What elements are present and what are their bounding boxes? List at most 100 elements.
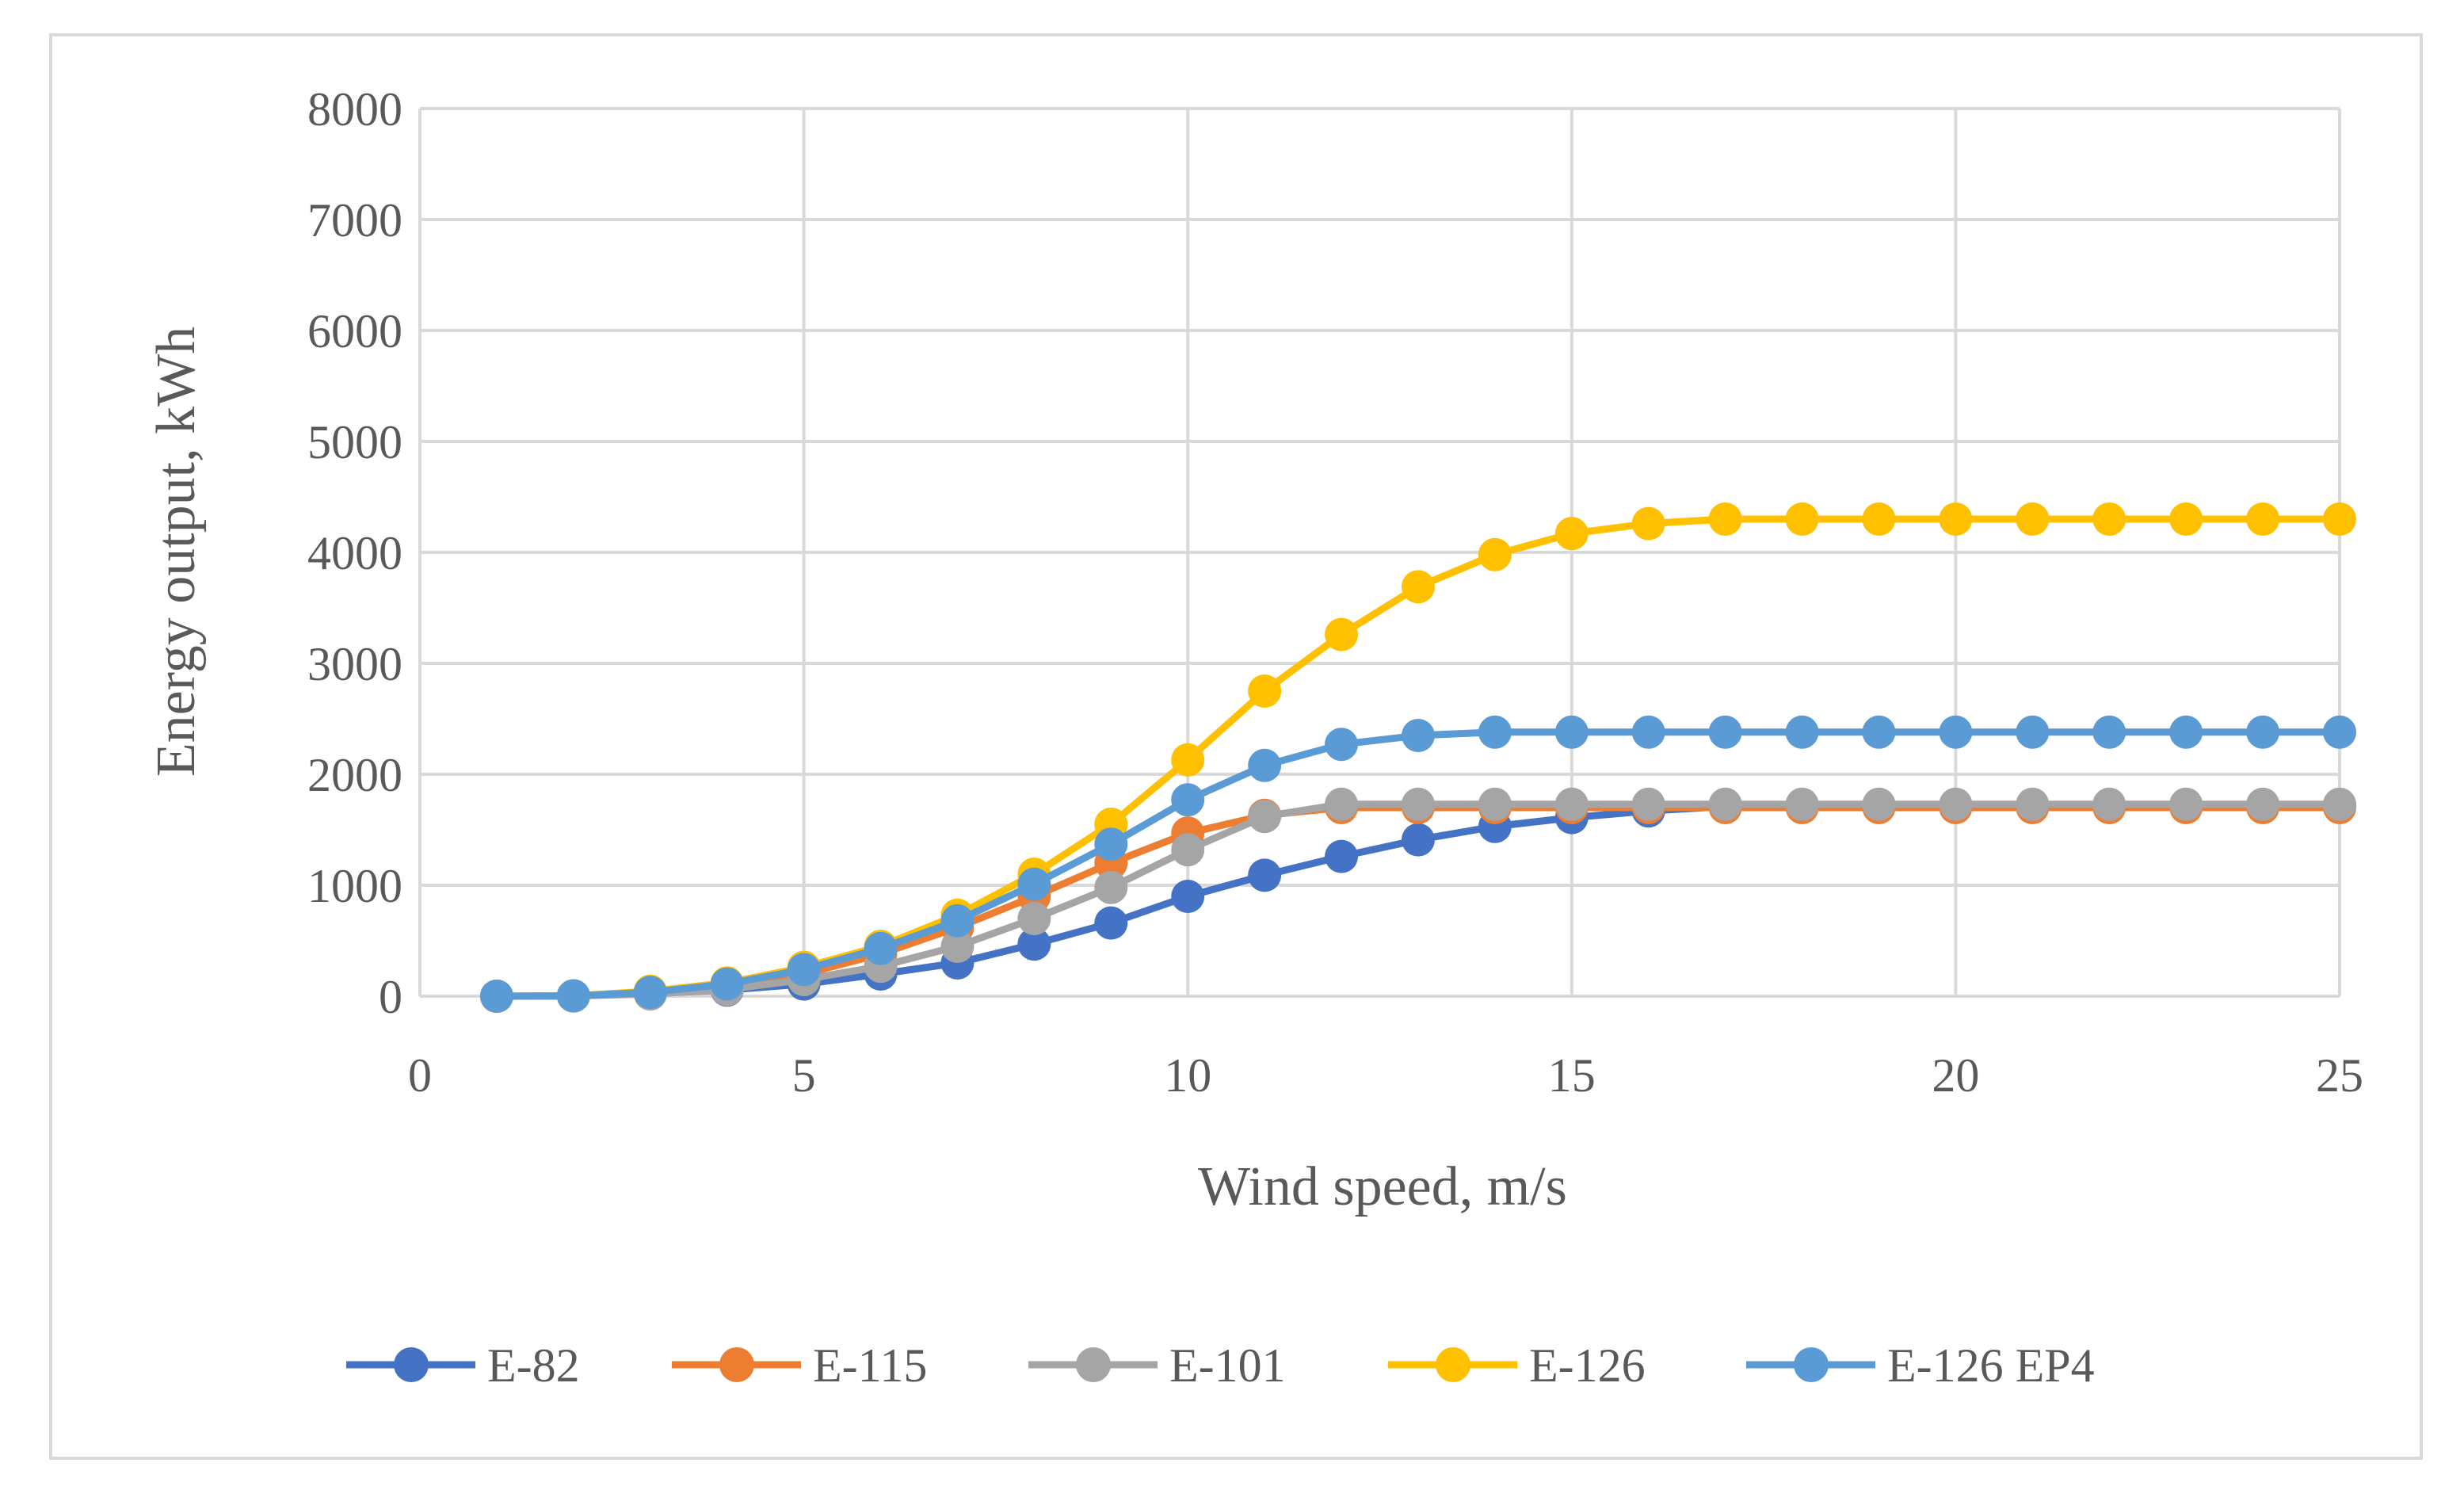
data-point: [479, 980, 513, 1013]
x-axis-ticks: 0 5 10 15 20 25: [408, 1049, 2363, 1102]
y-tick-label: 1000: [307, 860, 402, 912]
legend-marker: [1076, 1347, 1111, 1382]
data-point: [2169, 787, 2203, 821]
data-point: [1708, 715, 1742, 749]
data-point: [1325, 728, 1359, 762]
data-point: [1171, 743, 1205, 777]
data-point: [1325, 839, 1359, 873]
y-tick-label: 3000: [307, 638, 402, 690]
data-point: [1171, 783, 1205, 817]
data-point: [1094, 827, 1128, 861]
series-line: [496, 728, 2340, 1000]
data-point: [1631, 506, 1665, 541]
data-point: [1171, 880, 1205, 913]
data-point: [1248, 800, 1282, 834]
data-point: [2323, 502, 2356, 536]
legend-marker: [1436, 1347, 1470, 1382]
data-point: [1785, 715, 1819, 749]
legend-marker: [394, 1347, 429, 1382]
series-e-101: [479, 787, 2356, 1013]
data-point: [1862, 502, 1896, 536]
data-point: [1554, 787, 1589, 821]
data-point: [1554, 517, 1589, 551]
data-point: [1785, 502, 1819, 536]
data-point: [787, 953, 821, 987]
x-tick-label: 0: [408, 1049, 432, 1102]
data-point: [2092, 715, 2126, 749]
y-tick-label: 8000: [307, 83, 402, 136]
legend-item: E-126 EP4: [1746, 1339, 2095, 1392]
data-point: [1862, 715, 1896, 749]
data-point: [940, 930, 975, 963]
y-axis-ticks: 0 1000 2000 3000 4000 5000 6000 7000 8000: [307, 83, 402, 1023]
data-point: [2016, 787, 2050, 821]
legend-item: E-126: [1388, 1339, 1646, 1392]
legend-label: E-82: [487, 1339, 580, 1392]
y-tick-label: 0: [379, 971, 402, 1023]
x-tick-label: 10: [1164, 1049, 1211, 1102]
data-point: [1017, 902, 1051, 935]
legend-label: E-115: [813, 1339, 927, 1392]
data-point: [1017, 867, 1051, 901]
data-point: [2169, 502, 2203, 536]
data-point: [1325, 617, 1359, 651]
data-point: [1939, 787, 1973, 821]
y-tick-label: 5000: [307, 416, 402, 468]
data-point: [2246, 715, 2280, 749]
data-point: [2246, 502, 2280, 536]
y-axis-title: Energy output, kWh: [146, 327, 207, 777]
legend-label: E-126 EP4: [1887, 1339, 2095, 1392]
data-point: [2323, 715, 2356, 749]
data-point: [2092, 502, 2126, 536]
data-point: [2016, 715, 2050, 749]
data-point: [940, 903, 975, 938]
data-point: [2246, 787, 2280, 821]
data-point: [1631, 787, 1665, 821]
data-point: [2169, 715, 2203, 749]
data-point: [1939, 715, 1973, 749]
data-point: [1325, 787, 1359, 821]
legend-marker: [719, 1347, 754, 1382]
data-point: [1171, 833, 1205, 867]
data-point: [1939, 502, 1973, 536]
data-point: [1401, 719, 1435, 752]
series-e-126: [479, 502, 2356, 1013]
data-point: [2323, 787, 2356, 821]
gridlines: [418, 107, 2341, 998]
data-point: [1248, 858, 1282, 892]
data-point: [1401, 787, 1435, 821]
y-tick-label: 2000: [307, 749, 402, 801]
legend-marker: [1794, 1347, 1829, 1382]
data-point: [1785, 787, 1819, 821]
legend-item: E-101: [1028, 1339, 1286, 1392]
data-point: [1248, 674, 1282, 708]
data-point: [1401, 570, 1435, 604]
data-point: [710, 967, 744, 1001]
legend-label: E-101: [1169, 1339, 1286, 1392]
legend-item: E-115: [672, 1339, 927, 1392]
data-point: [1478, 715, 1512, 749]
y-tick-label: 6000: [307, 305, 402, 357]
y-tick-label: 7000: [307, 194, 402, 246]
data-point: [1554, 715, 1589, 749]
legend: E-82 E-115 E-101 E-126 E-126 EP4: [346, 1339, 2095, 1392]
legend-item: E-82: [346, 1339, 580, 1392]
x-tick-label: 20: [1932, 1049, 1979, 1102]
x-tick-label: 5: [792, 1049, 816, 1102]
data-point: [1094, 870, 1128, 904]
x-tick-label: 25: [2316, 1049, 2363, 1102]
data-point: [2092, 787, 2126, 821]
x-tick-label: 15: [1548, 1049, 1596, 1102]
data-point: [1631, 715, 1665, 749]
data-point: [1248, 748, 1282, 782]
data-point: [633, 976, 667, 1010]
data-point: [1478, 787, 1512, 821]
data-point: [2016, 502, 2050, 536]
data-point: [1708, 502, 1742, 536]
data-point: [1017, 927, 1051, 961]
data-point: [556, 979, 590, 1013]
x-axis-title: Wind speed, m/s: [1198, 1156, 1567, 1217]
data-point: [1094, 906, 1128, 940]
data-point: [1862, 787, 1896, 821]
series-e-126-ep4: [479, 715, 2356, 1013]
